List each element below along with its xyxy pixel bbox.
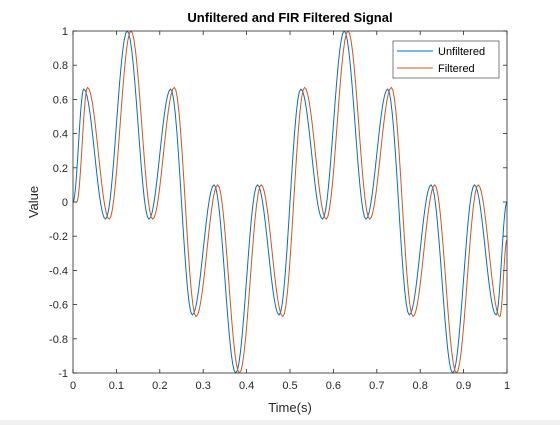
x-tick-label: 0.9: [456, 380, 471, 392]
series-layer: [73, 31, 507, 373]
x-tick-label: 0.1: [109, 380, 124, 392]
y-tick-label: -1: [58, 368, 68, 380]
y-tick-label: 0.8: [53, 60, 68, 72]
y-tick-labels: -1 -0.8 -0.6 -0.4 -0.2 0 0.2 0.4 0.6 0.8 1: [49, 26, 68, 380]
legend-box: [392, 40, 500, 79]
y-tick-label: -0.2: [49, 231, 68, 243]
series-line-filtered: [73, 31, 507, 373]
x-tick-label: 0.3: [196, 380, 211, 392]
y-tick-label: -0.8: [49, 334, 68, 346]
y-tick-label: 0.2: [53, 163, 68, 175]
x-tick-label: 1: [504, 380, 510, 392]
x-tick-label: 0.4: [239, 380, 254, 392]
x-tick-label: 0.5: [282, 380, 297, 392]
y-axis-label: Value: [26, 186, 41, 218]
y-tick-label: -0.4: [49, 265, 68, 277]
legend-label-unfiltered: Unfiltered: [438, 46, 485, 58]
y-tick-label: -0.6: [49, 300, 68, 312]
x-tick-labels: 0 0.1 0.2 0.3 0.4 0.5 0.6 0.7 0.8 0.9 1: [70, 380, 510, 392]
y-tick-label: 0: [62, 197, 68, 209]
chart-title: Unfiltered and FIR Filtered Signal: [187, 10, 392, 25]
x-tick-label: 0.6: [326, 380, 341, 392]
x-tick-label: 0: [70, 380, 76, 392]
x-axis-label: Time(s): [268, 400, 312, 415]
y-tick-label: 0.6: [53, 94, 68, 106]
legend: Unfiltered Filtered: [392, 40, 500, 79]
x-tick-label: 0.8: [413, 380, 428, 392]
x-tick-label: 0.7: [369, 380, 384, 392]
series-line-unfiltered: [73, 31, 507, 373]
ticks-layer: [72, 30, 508, 374]
y-tick-label: 1: [62, 26, 68, 38]
legend-label-filtered: Filtered: [438, 63, 475, 75]
x-tick-label: 0.2: [152, 380, 167, 392]
y-tick-label: 0.4: [53, 129, 68, 141]
